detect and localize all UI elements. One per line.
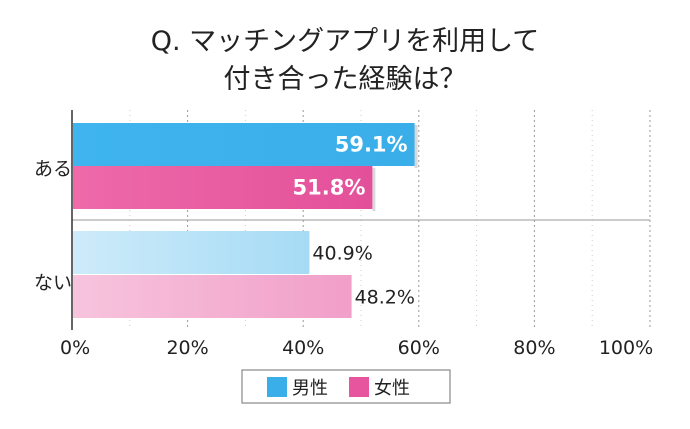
x-tick-20: 20% <box>166 337 208 359</box>
x-tick-80: 80% <box>513 337 555 359</box>
chart-title-line-2: 付き合った経験は？ <box>224 64 467 95</box>
legend: 男性 女性 <box>241 369 451 404</box>
x-tick-100: 100% <box>599 337 653 359</box>
bar-female-nai <box>73 275 352 318</box>
legend-swatch-female <box>349 377 369 397</box>
bar-shadow <box>372 168 376 211</box>
data-label-female-nai: 48.2% <box>355 287 415 309</box>
bar-male-nai <box>73 231 310 274</box>
category-label-nai: ない <box>34 272 72 294</box>
x-tick-60: 60% <box>398 337 440 359</box>
legend-label-female: 女性 <box>374 378 410 399</box>
data-label-female-aru: 51.8% <box>293 176 366 200</box>
x-tick-0: 0% <box>60 337 90 359</box>
legend-label-male: 男性 <box>292 378 328 399</box>
gridlines <box>71 110 651 330</box>
data-label-male-aru: 59.1% <box>335 133 408 157</box>
x-tick-labels: 0% 20% 40% 60% 80% 100% <box>60 337 653 359</box>
data-labels: 59.1% 51.8% 40.9% 48.2% <box>293 133 415 309</box>
bar-female-aru <box>73 166 373 209</box>
bar-male-aru <box>73 123 415 166</box>
x-tick-40: 40% <box>282 337 324 359</box>
legend-swatch-male <box>267 377 287 397</box>
category-label-aru: ある <box>34 158 72 180</box>
bar-shadow <box>414 125 418 168</box>
data-label-male-nai: 40.9% <box>312 243 372 265</box>
chart-title-line-1: Q. マッチングアプリを利用して <box>151 26 540 57</box>
bars <box>73 123 418 318</box>
